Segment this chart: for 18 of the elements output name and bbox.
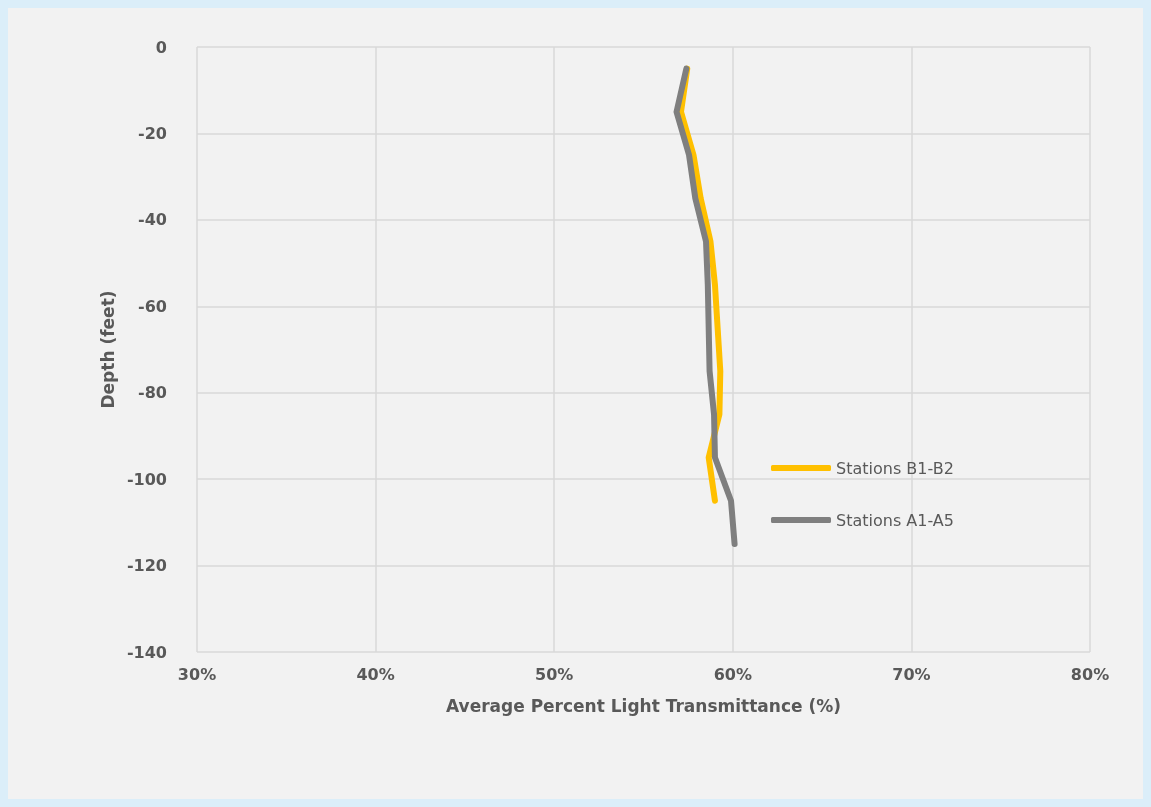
y-tick-label: -80 [138,383,167,403]
legend-label: Stations A1-A5 [836,510,954,530]
y-tick-label: -140 [126,642,167,662]
y-tick-label: -40 [138,210,167,230]
y-axis-title: Depth (feet) [97,290,118,409]
y-tick-label: 0 [155,37,167,57]
y-tick-label: -120 [126,556,167,576]
x-tick-label: 60% [713,664,752,684]
x-tick-label: 70% [892,664,931,684]
x-axis-title: Average Percent Light Transmittance (%) [445,695,842,716]
y-tick-label: -20 [138,123,167,143]
y-tick-label: -60 [138,296,167,316]
x-tick-label: 50% [535,664,574,684]
x-tick-label: 40% [356,664,395,684]
x-tick-label: 80% [1070,664,1110,684]
legend-label: Stations B1-B2 [836,458,954,478]
y-tick-label: -100 [126,469,167,489]
x-tick-label: 30% [177,664,217,684]
